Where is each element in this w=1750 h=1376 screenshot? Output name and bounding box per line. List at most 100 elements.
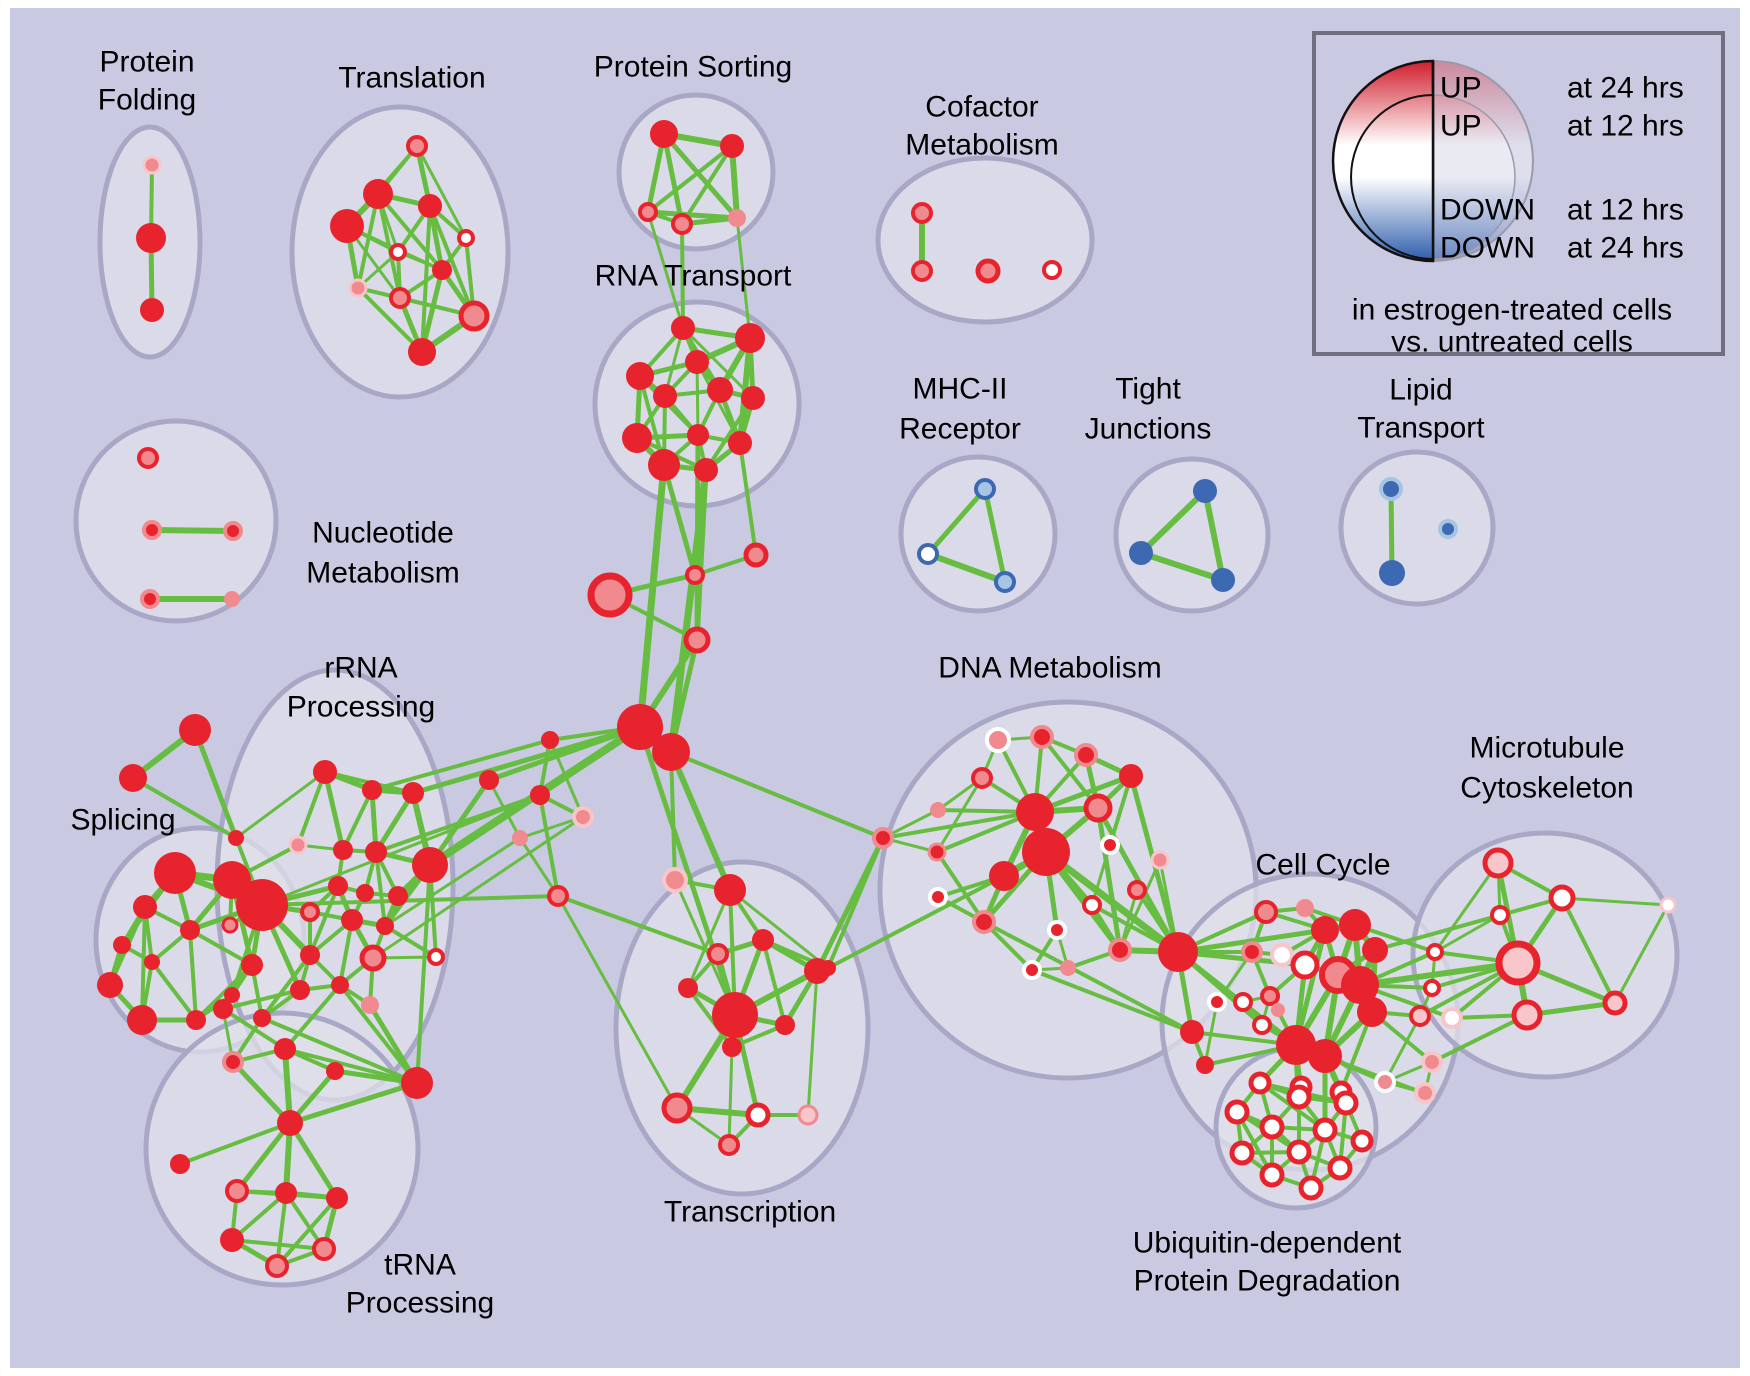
edge [1118, 858, 1162, 952]
legend-time-1: at 12 hrs [1567, 110, 1684, 143]
gene-node [622, 423, 652, 453]
edge [680, 144, 734, 226]
gene-node [653, 384, 677, 408]
edge [681, 326, 755, 400]
edge [410, 724, 643, 796]
gene-node [1511, 999, 1543, 1031]
gene-node [236, 879, 288, 931]
gene-node [652, 733, 690, 771]
gene-node [402, 782, 424, 804]
edge [415, 144, 468, 240]
legend-inner-circle [1350, 93, 1434, 261]
gene-node [1350, 1129, 1374, 1153]
gene-node [389, 243, 407, 261]
edge [704, 396, 755, 472]
gene-node [720, 134, 744, 158]
cluster-label-cc: Cell Cycle [1255, 849, 1390, 882]
gene-node [994, 571, 1016, 593]
gene-node [1659, 896, 1677, 914]
gene-node [1290, 950, 1320, 980]
edge [935, 850, 986, 924]
gene-node [638, 202, 658, 222]
edge [518, 836, 560, 898]
gene-node [928, 887, 948, 907]
gene-node [213, 999, 233, 1019]
gene-node [541, 731, 559, 749]
gene-node [406, 135, 428, 157]
gene-node [127, 1005, 157, 1035]
cluster-label-sp: Splicing [70, 804, 175, 837]
cluster-label-mt: Cytoskeleton [1460, 772, 1633, 805]
gene-node [974, 478, 996, 500]
edge [1560, 896, 1617, 1005]
edge [1030, 968, 1194, 1034]
gene-node [752, 929, 774, 951]
edge [221, 988, 302, 1011]
gene-node [432, 260, 452, 280]
cluster-label-nm: Metabolism [306, 557, 459, 590]
cluster-label-rr: Processing [287, 691, 435, 724]
cluster-shape-cf [875, 155, 1095, 325]
gene-node [1100, 835, 1120, 855]
gene-node [728, 209, 746, 227]
gene-node [1241, 941, 1263, 963]
gene-node [1490, 905, 1510, 925]
gene-node [458, 300, 490, 332]
gene-node [133, 895, 157, 919]
gene-node [225, 1179, 249, 1203]
gene-node [989, 861, 1019, 891]
cluster-shape-mh [898, 454, 1058, 614]
gene-node [820, 960, 836, 976]
gene-node [333, 840, 353, 860]
layer-nodes [97, 120, 1677, 1278]
gene-node [678, 978, 698, 998]
gene-node [775, 1015, 795, 1035]
edge [669, 750, 885, 840]
edge [230, 1059, 293, 1126]
gene-node [1421, 1051, 1443, 1073]
gene-node [1158, 932, 1198, 972]
gene-node [648, 449, 680, 481]
gene-node [97, 972, 123, 998]
edge [234, 770, 327, 840]
edge [1388, 486, 1395, 576]
edge [645, 209, 740, 221]
legend-footer-line-0: in estrogen-treated cells [1352, 294, 1672, 327]
edge [881, 810, 1037, 840]
edge [1383, 1014, 1422, 1084]
edge [729, 143, 740, 221]
gene-node [917, 543, 939, 565]
cluster-label-tx: Transcription [664, 1196, 836, 1229]
gene-node [330, 209, 364, 243]
edge [925, 551, 1008, 585]
edge [695, 360, 700, 437]
gene-node [136, 223, 166, 253]
edge [356, 286, 424, 354]
edge [982, 486, 1008, 585]
layer-legend: UP at 24 hrs UP at 12 hrs DOWN at 12 hrs DOWN a… [1312, 31, 1725, 359]
edge [646, 210, 685, 330]
gene-node [288, 835, 308, 855]
edge [1090, 843, 1112, 907]
edge [370, 738, 552, 792]
edge [260, 793, 542, 907]
cluster-label-rt: RNA Transport [595, 260, 792, 293]
edge [287, 1080, 420, 1126]
legend-direction-0: UP [1440, 72, 1482, 105]
edge [1430, 1013, 1529, 1064]
edge [1560, 896, 1670, 907]
gene-node [1260, 986, 1280, 1006]
gene-node [1254, 900, 1278, 924]
gene-node [741, 386, 765, 410]
gene-node [1602, 990, 1628, 1016]
gene-node [1252, 1015, 1272, 1035]
gene-node [1196, 1056, 1214, 1074]
gene-node [712, 992, 758, 1038]
gene-node [1312, 1117, 1338, 1143]
gene-node [797, 1104, 819, 1126]
gene-node [1409, 1005, 1431, 1027]
gene-node [1339, 909, 1371, 941]
legend-box [1312, 31, 1725, 356]
edge [428, 204, 476, 318]
